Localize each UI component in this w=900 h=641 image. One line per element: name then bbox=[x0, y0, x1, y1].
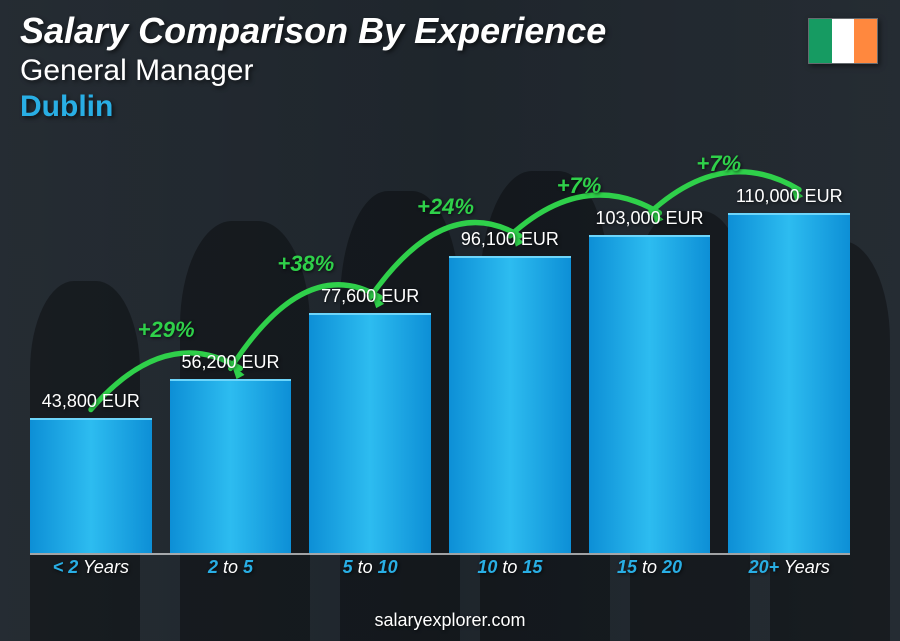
bar-chart: +29%+38%+24%+7%+7% 43,800 EUR56,200 EUR7… bbox=[20, 150, 860, 583]
x-axis-labels: < 2 Years 2 to 5 5 to 10 10 to 15 15 to 20 20… bbox=[20, 557, 860, 583]
bar bbox=[449, 256, 571, 553]
x-axis-label: 10 to 15 bbox=[449, 557, 571, 583]
flag-stripe-green bbox=[809, 19, 832, 63]
flag-stripe-orange bbox=[854, 19, 877, 63]
bars-container: 43,800 EUR 56,200 EUR 77,600 EUR 96,100 EUR… bbox=[20, 150, 860, 553]
bar-value-label: 56,200 EUR bbox=[181, 352, 279, 373]
bar-column: 56,200 EUR bbox=[170, 352, 292, 553]
flag-stripe-white bbox=[832, 19, 855, 63]
bar-value-label: 43,800 EUR bbox=[42, 391, 140, 412]
bar bbox=[728, 213, 850, 553]
x-axis-label: 2 to 5 bbox=[170, 557, 292, 583]
bar-value-label: 96,100 EUR bbox=[461, 229, 559, 250]
bar bbox=[170, 379, 292, 553]
bar-value-label: 103,000 EUR bbox=[595, 208, 703, 229]
bar-column: 110,000 EUR bbox=[728, 186, 850, 553]
header: Salary Comparison By Experience General … bbox=[20, 10, 880, 124]
chart-subtitle: General Manager bbox=[20, 54, 880, 88]
bar bbox=[309, 313, 431, 553]
bar-column: 43,800 EUR bbox=[30, 391, 152, 553]
bar bbox=[30, 418, 152, 553]
bar bbox=[589, 235, 711, 553]
bar-value-label: 110,000 EUR bbox=[736, 186, 843, 207]
chart-baseline bbox=[30, 553, 850, 555]
chart-title: Salary Comparison By Experience bbox=[20, 10, 880, 52]
x-axis-label: 20+ Years bbox=[728, 557, 850, 583]
bar-column: 77,600 EUR bbox=[309, 286, 431, 553]
footer-credit: salaryexplorer.com bbox=[0, 610, 900, 631]
chart-location: Dublin bbox=[20, 90, 880, 124]
bar-column: 96,100 EUR bbox=[449, 229, 571, 553]
bar-column: 103,000 EUR bbox=[589, 208, 711, 553]
x-axis-label: 5 to 10 bbox=[309, 557, 431, 583]
x-axis-label: < 2 Years bbox=[30, 557, 152, 583]
bar-value-label: 77,600 EUR bbox=[321, 286, 419, 307]
x-axis-label: 15 to 20 bbox=[589, 557, 711, 583]
flag-ireland bbox=[808, 18, 878, 64]
